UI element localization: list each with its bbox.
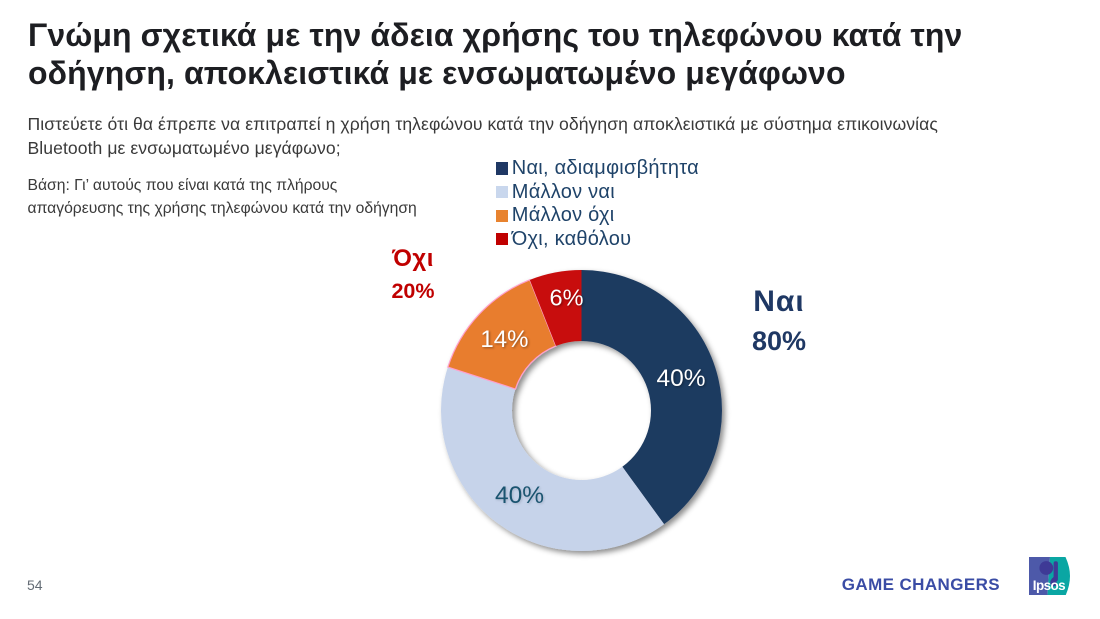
svg-text:Ipsos: Ipsos [1033,578,1065,593]
